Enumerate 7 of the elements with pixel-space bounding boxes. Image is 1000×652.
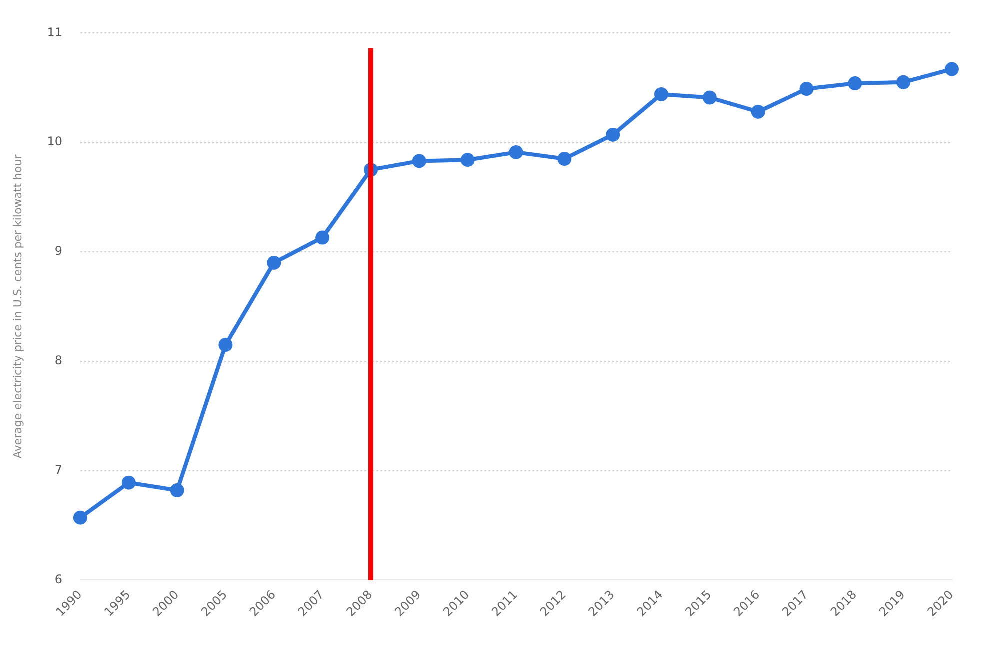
y-tick-label: 6: [54, 572, 62, 586]
y-tick-label: 9: [54, 244, 62, 258]
y-axis-title: Average electricity price in U.S. cents per kilowatt hour: [11, 154, 24, 459]
y-tick-label: 8: [54, 354, 62, 368]
y-tick-label: 11: [47, 25, 62, 40]
y-tick-label: 7: [54, 462, 62, 477]
y-tick-label: 10: [47, 134, 62, 149]
